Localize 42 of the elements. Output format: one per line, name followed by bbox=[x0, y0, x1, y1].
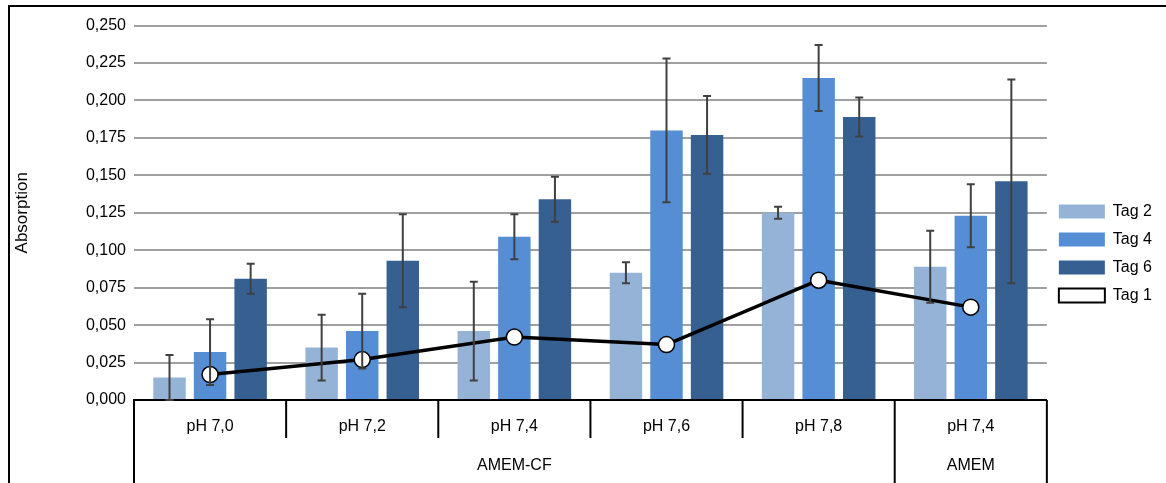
legend-label: Tag 4 bbox=[1112, 229, 1153, 247]
y-tick-label: 0,100 bbox=[85, 240, 127, 258]
x-tick-label: pH 7,6 bbox=[642, 417, 691, 435]
x-tick-label: pH 7,4 bbox=[947, 417, 995, 435]
y-tick-label: 0,075 bbox=[85, 278, 127, 296]
bar bbox=[842, 116, 876, 399]
bar bbox=[386, 260, 420, 399]
bar bbox=[802, 78, 835, 399]
legend-label: Tag 6 bbox=[1112, 257, 1153, 275]
legend-label: Tag 1 bbox=[1112, 285, 1153, 303]
y-tick-label: 0,200 bbox=[85, 90, 127, 108]
bar bbox=[153, 377, 186, 399]
bar bbox=[609, 272, 643, 399]
y-tick-label: 0,000 bbox=[85, 390, 127, 408]
bar bbox=[234, 278, 267, 399]
point bbox=[962, 298, 980, 316]
point bbox=[505, 328, 524, 346]
bar bbox=[690, 134, 724, 399]
y-tick-label: 0,225 bbox=[85, 53, 127, 71]
text: AMEM bbox=[946, 456, 995, 474]
y-tick-label: 0,250 bbox=[85, 16, 127, 34]
x-tick-label: pH 7,2 bbox=[338, 417, 386, 435]
point bbox=[657, 335, 676, 354]
y-tick-label: 0,150 bbox=[85, 165, 127, 183]
bar bbox=[498, 236, 531, 399]
bar bbox=[650, 130, 683, 399]
bar bbox=[954, 215, 988, 399]
y-tick-label: 0,125 bbox=[85, 203, 127, 221]
bar bbox=[538, 199, 572, 399]
bar bbox=[995, 181, 1028, 399]
x-tick-label: pH 7,0 bbox=[186, 417, 234, 435]
bar bbox=[761, 212, 795, 399]
text: AMEM-CF bbox=[477, 456, 552, 474]
bar bbox=[913, 266, 947, 399]
x-tick-label: pH 7,4 bbox=[490, 417, 539, 435]
y-axis-title: Absorption bbox=[11, 172, 31, 254]
y-tick-label: 0,050 bbox=[85, 315, 127, 333]
legend-label: Tag 2 bbox=[1112, 201, 1153, 219]
y-tick-label: 0,175 bbox=[85, 128, 127, 146]
x-tick-label: pH 7,8 bbox=[795, 417, 843, 435]
y-tick-label: 0,025 bbox=[85, 352, 127, 370]
point bbox=[809, 271, 828, 289]
